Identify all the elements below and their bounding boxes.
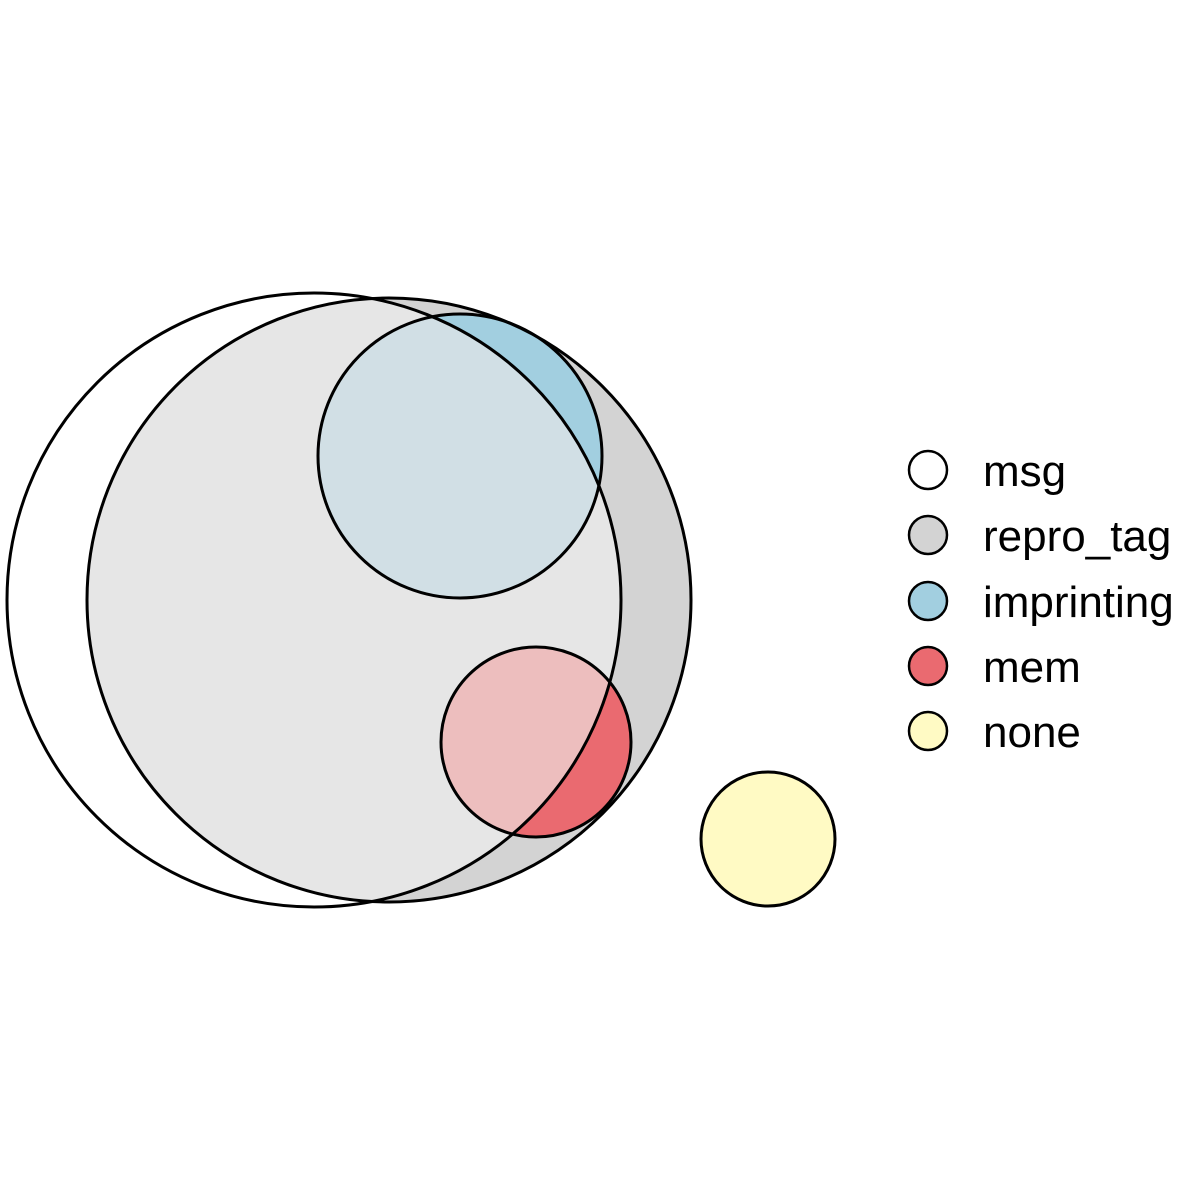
legend-item-none: none — [907, 708, 1081, 757]
legend-label-mem: mem — [983, 643, 1081, 692]
none-circle-fill — [701, 772, 835, 906]
imprinting-circle-outline — [316, 312, 604, 600]
imprinting-overlap — [318, 314, 602, 598]
legend-item-msg: msg — [907, 447, 1066, 496]
legend-key-imprinting — [907, 580, 949, 622]
circle-outlines — [5, 291, 837, 909]
legend-item-mem: mem — [907, 643, 1081, 692]
legend-label-imprinting: imprinting — [983, 578, 1174, 627]
legend-key-mem — [907, 645, 949, 687]
legend-label-repro-tag: repro_tag — [983, 512, 1171, 561]
legend-key-none — [907, 710, 949, 752]
none-circle-outline — [699, 770, 837, 908]
msg-circle-outline — [5, 291, 623, 909]
legend: msg repro_tag imprinting mem none — [907, 447, 1174, 757]
legend-item-repro-tag: repro_tag — [907, 512, 1171, 561]
legend-label-msg: msg — [983, 447, 1066, 496]
legend-label-none: none — [983, 708, 1081, 757]
repro-tag-circle-outline — [85, 296, 693, 904]
region-fills — [7, 293, 835, 907]
legend-item-imprinting: imprinting — [907, 578, 1174, 627]
legend-key-msg — [907, 449, 949, 491]
mem-circle-outline — [439, 645, 633, 839]
legend-key-repro-tag — [907, 514, 949, 556]
